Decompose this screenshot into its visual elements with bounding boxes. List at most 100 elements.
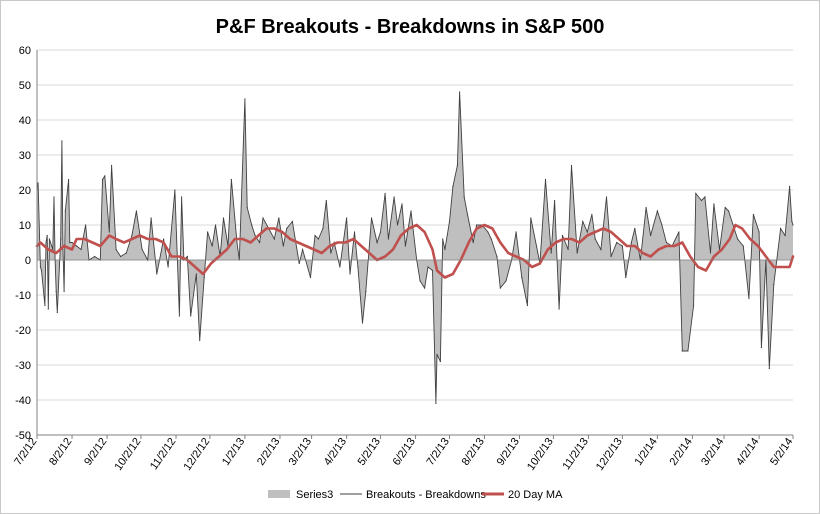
ma-20-day-point	[594, 231, 597, 233]
breakouts-breakdowns-point	[207, 231, 209, 233]
breakouts-breakdowns-point	[768, 367, 770, 370]
breakouts-breakdowns-point	[301, 248, 304, 251]
breakouts-breakdowns-point	[39, 266, 41, 268]
breakouts-breakdowns-point	[230, 178, 232, 181]
breakouts-breakdowns-point	[44, 304, 46, 307]
y-tick-label: 10	[19, 220, 31, 232]
ma-20-day-point	[91, 241, 94, 244]
breakouts-breakdowns-point	[115, 248, 117, 251]
breakouts-breakdowns-point	[211, 245, 213, 247]
breakouts-breakdowns-point	[515, 231, 517, 233]
ma-20-day-point	[336, 241, 339, 244]
ma-20-day-point	[444, 276, 446, 279]
breakouts-breakdowns-point	[530, 217, 532, 219]
ma-20-day-point	[47, 248, 50, 251]
breakouts-breakdowns-point	[737, 238, 739, 240]
breakouts-breakdowns-point	[325, 199, 327, 202]
x-tick-label: 1/2/13	[220, 436, 247, 468]
breakouts-breakdowns-point	[291, 220, 293, 223]
breakouts-breakdowns-point	[791, 220, 793, 223]
breakouts-breakdowns-point	[357, 266, 359, 268]
breakouts-breakdowns-point	[401, 203, 403, 205]
breakouts-breakdowns-point	[80, 248, 82, 251]
breakouts-breakdowns-point	[174, 189, 176, 191]
ma-20-day-point	[392, 248, 394, 251]
breakouts-breakdowns-point	[535, 245, 538, 247]
ma-20-day-point	[289, 238, 291, 240]
ma-20-day-point	[586, 234, 589, 237]
breakouts-breakdowns-point	[317, 238, 319, 240]
ma-20-day-point	[99, 245, 102, 247]
ma-20-day-point	[602, 227, 604, 230]
breakouts-breakdowns-point	[561, 234, 564, 237]
ma-20-day-point	[562, 238, 565, 240]
ma-20-day-point	[63, 245, 65, 247]
breakouts-breakdowns-point	[661, 224, 663, 226]
breakouts-breakdowns-point	[594, 238, 596, 240]
breakouts-breakdowns-point	[567, 248, 569, 251]
breakouts-breakdowns-point	[700, 199, 703, 202]
breakouts-breakdowns-point	[427, 266, 429, 268]
ma-20-day-point	[741, 227, 743, 230]
ma-20-day-point	[491, 227, 494, 230]
breakouts-breakdowns-point	[56, 311, 58, 314]
breakouts-breakdowns-point	[379, 231, 382, 233]
legend-swatch-series3	[268, 490, 290, 498]
breakouts-breakdowns-point	[463, 196, 465, 198]
breakouts-breakdowns-point	[167, 266, 169, 268]
breakouts-breakdowns-point	[37, 182, 39, 184]
breakouts-breakdowns-point	[466, 213, 469, 216]
ma-20-day-point	[531, 266, 533, 268]
ma-20-day-point	[539, 262, 541, 265]
x-tick-label: 2/2/14	[668, 436, 695, 468]
ma-20-day-point	[436, 269, 438, 272]
breakouts-breakdowns-point	[246, 206, 248, 209]
ma-20-day-point	[83, 238, 86, 240]
ma-20-day-point	[705, 269, 707, 272]
x-tick-label: 7/2/13	[425, 436, 452, 468]
ma-20-day-point	[788, 266, 791, 268]
breakouts-breakdowns-point	[724, 206, 726, 209]
breakouts-breakdowns-point	[544, 178, 547, 181]
breakouts-breakdowns-point	[84, 224, 87, 226]
breakouts-breakdowns-point	[286, 227, 288, 230]
breakouts-breakdowns-point	[251, 224, 253, 226]
breakouts-breakdowns-point	[262, 217, 264, 219]
breakouts-breakdowns-point	[625, 276, 627, 279]
x-tick-label: 9/2/13	[495, 436, 522, 468]
ma-20-day-point	[202, 273, 204, 275]
breakouts-breakdowns-point	[60, 238, 62, 240]
x-tick-label: 8/2/13	[460, 436, 487, 468]
ma-20-day-point	[170, 255, 173, 258]
ma-20-day-point	[697, 266, 699, 268]
ma-20-day-point	[423, 231, 426, 233]
breakouts-breakdowns-point	[605, 196, 608, 198]
ma-20-day-point	[115, 238, 117, 240]
breakouts-breakdowns-point	[472, 241, 474, 244]
breakouts-breakdowns-point	[792, 224, 794, 226]
ma-20-day-point	[780, 266, 783, 268]
ma-20-day-point	[749, 238, 751, 240]
breakouts-breakdowns-point	[758, 231, 760, 233]
ma-20-day-point	[360, 245, 363, 247]
breakouts-breakdowns-point	[709, 252, 712, 254]
breakouts-breakdowns-point	[393, 196, 395, 198]
ma-20-day-point	[721, 248, 723, 251]
breakouts-breakdowns-point	[752, 213, 755, 216]
y-tick-label: 40	[19, 115, 31, 127]
x-tick-label: 1/2/14	[632, 436, 659, 468]
breakouts-breakdowns-point	[444, 248, 446, 251]
breakouts-breakdowns-point	[435, 402, 437, 405]
y-tick-label: -50	[15, 430, 31, 442]
breakouts-breakdowns-point	[586, 231, 588, 233]
breakouts-breakdowns-point	[610, 255, 612, 258]
breakouts-breakdowns-point	[131, 234, 133, 237]
ma-20-day-point	[554, 241, 557, 244]
breakouts-breakdowns-point	[52, 248, 54, 251]
breakouts-breakdowns-point	[499, 287, 501, 289]
ma-20-day-point	[467, 241, 470, 244]
breakouts-breakdowns-point	[452, 185, 454, 188]
breakouts-breakdowns-point	[496, 255, 498, 258]
ma-20-day-point	[507, 252, 510, 254]
breakouts-breakdowns-point	[62, 248, 64, 251]
